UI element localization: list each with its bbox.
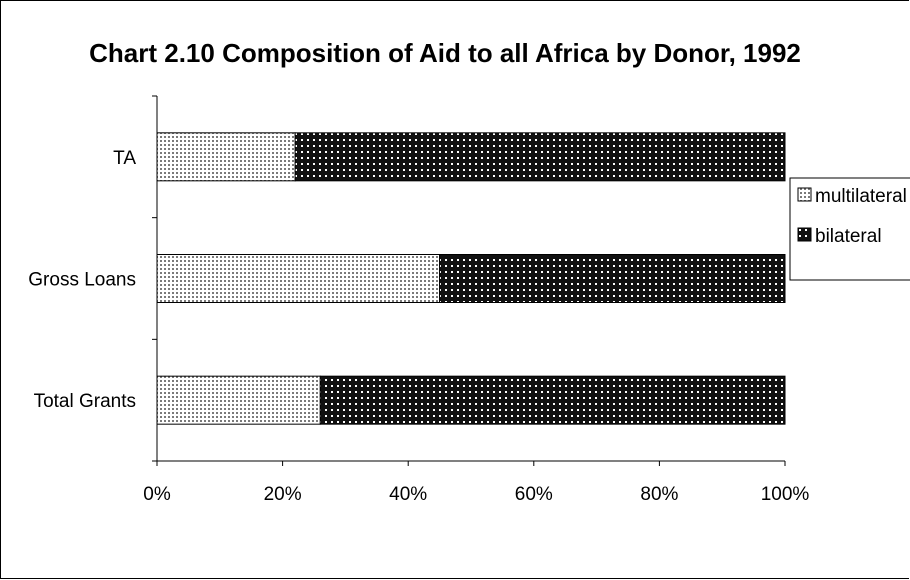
x-tick-label: 80% xyxy=(640,484,678,505)
legend: multilateral bilateral xyxy=(789,177,910,281)
x-tick-label: 100% xyxy=(761,484,810,505)
bar-multilateral xyxy=(156,254,441,303)
legend-label: bilateral xyxy=(815,226,882,247)
bar-multilateral xyxy=(156,375,321,425)
y-tick-label: Total Grants xyxy=(34,391,136,412)
y-tick-label: Gross Loans xyxy=(28,270,136,291)
legend-swatch xyxy=(797,227,812,242)
x-tick-label: 60% xyxy=(515,484,553,505)
bar-bilateral xyxy=(319,375,786,425)
x-tick-label: 20% xyxy=(264,484,302,505)
y-tick-label: TA xyxy=(113,148,136,169)
bar-bilateral xyxy=(294,132,786,182)
bar-bilateral xyxy=(439,254,786,303)
chart-title: Chart 2.10 Composition of Aid to all Afr… xyxy=(89,38,801,68)
legend-swatch xyxy=(797,187,812,202)
plot-area: 0% 20% 40% 60% 80% 100% TA Gross Loans Total Gra… xyxy=(28,95,810,505)
x-tick-label: 40% xyxy=(389,484,427,505)
bar-multilateral xyxy=(156,132,296,182)
x-tick-label: 0% xyxy=(143,484,171,505)
legend-label: multilateral xyxy=(815,186,907,207)
